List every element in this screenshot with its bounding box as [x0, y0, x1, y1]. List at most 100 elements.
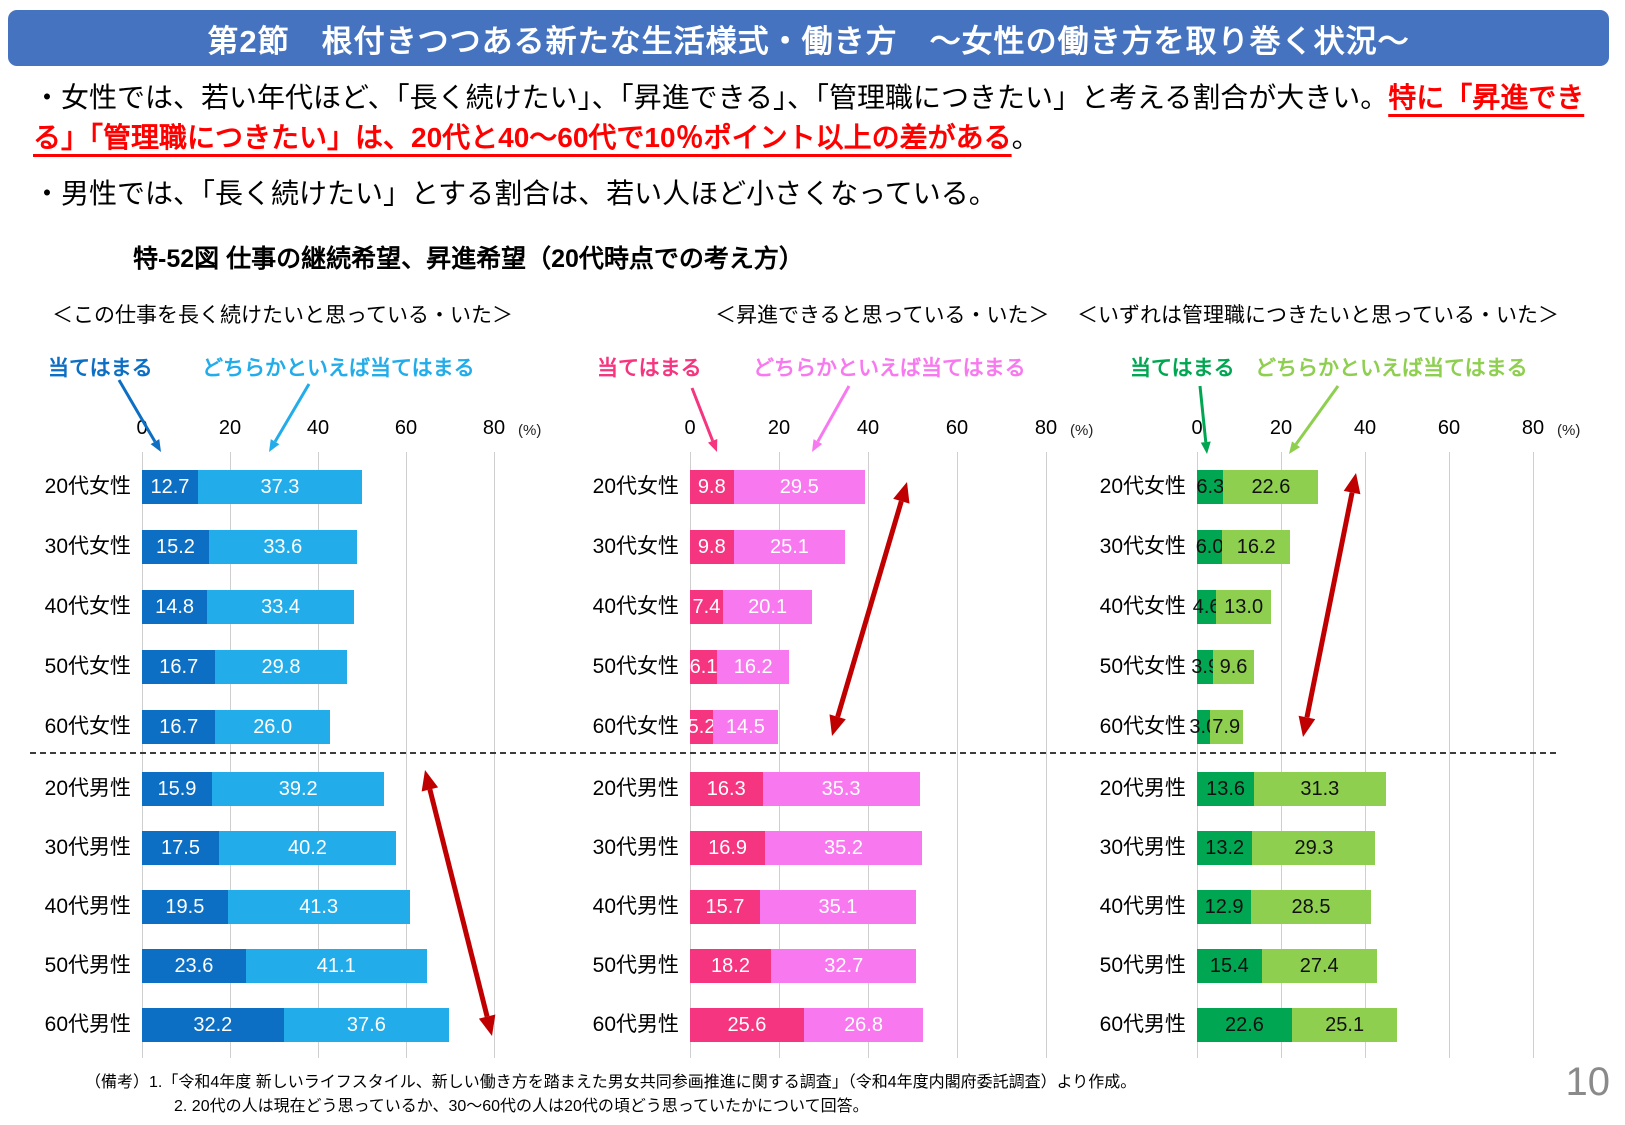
- category-label: 30代女性: [592, 535, 679, 558]
- category-label: 50代女性: [44, 655, 131, 678]
- figure-title: 特-52図 仕事の継続希望、昇進希望（20代時点での考え方）: [133, 245, 804, 273]
- category-label: 60代男性: [1099, 1013, 1186, 1036]
- trend-emphasis-arrow: [829, 482, 910, 736]
- axis-tick-label: 40: [306, 417, 330, 439]
- bar-segment-primary: 23.6: [142, 949, 246, 983]
- footnote-line-2: 2. 20代の人は現在どう思っているか、30～60代の人は20代の頃どう思ってい…: [174, 1098, 869, 1115]
- bar-segment-secondary: 26.0: [215, 710, 330, 744]
- bar-segment-primary: 22.6: [1197, 1008, 1292, 1042]
- bar-segment-primary: 16.3: [690, 772, 763, 806]
- section-title: 第2節 根付きつつある新たな生活様式・働き方 ～女性の働き方を取り巻く状況～: [207, 23, 1410, 59]
- gridline: [1449, 452, 1450, 1058]
- chart-0-legend-primary: 当てはまる: [48, 357, 153, 380]
- bar-segment-primary: 17.5: [142, 831, 219, 865]
- chart-2-subtitle: ＜いずれは管理職につきたいと思っている・いた＞: [1077, 304, 1559, 327]
- gridline: [230, 452, 231, 1058]
- bar-segment-secondary: 35.3: [762, 772, 920, 806]
- bar-segment-secondary: 9.6: [1213, 650, 1254, 684]
- chart-1-legend-secondary: どちらかといえば当てはまる: [753, 357, 1026, 380]
- bar-segment-primary: 5.2: [688, 710, 715, 744]
- bar-segment-primary: 15.2: [142, 530, 209, 564]
- category-label: 30代男性: [44, 836, 131, 859]
- gridline: [868, 452, 869, 1058]
- bar-segment-primary: 4.6: [1193, 590, 1221, 624]
- gridline: [779, 452, 780, 1058]
- bar-segment-primary: 32.2: [142, 1008, 284, 1042]
- gridline: [1281, 452, 1282, 1058]
- axis-tick-label: 80: [1034, 417, 1058, 439]
- gridline: [1197, 452, 1198, 1058]
- bullet-1-emphasis: 特に「昇進できる」「管理職につきたい」は、20代と40～60代で10％ポイント以…: [33, 82, 1585, 154]
- bar-segment-primary: 9.8: [690, 530, 734, 564]
- bar-segment-secondary: 39.2: [211, 772, 385, 806]
- bar-segment-secondary: 40.2: [219, 831, 396, 865]
- bar-segment-secondary: 37.6: [283, 1008, 450, 1042]
- bar-segment-secondary: 14.5: [713, 710, 778, 744]
- bar-segment-secondary: 7.9: [1209, 710, 1243, 744]
- axis-tick-label: 80: [482, 417, 506, 439]
- bar-segment-primary: 16.7: [142, 650, 216, 684]
- category-label: 60代女性: [1099, 715, 1186, 738]
- bar-segment-primary: 15.9: [142, 772, 212, 806]
- bar-segment-primary: 7.4: [690, 590, 723, 624]
- section-banner: 第2節 根付きつつある新たな生活様式・働き方 ～女性の働き方を取り巻く状況～: [8, 10, 1609, 66]
- bar-segment-secondary: 29.3: [1252, 831, 1376, 865]
- bullet-1: ・女性では、若い年代ほど、「長く続けたい」、「昇進できる」、「管理職につきたい」…: [33, 78, 1598, 158]
- bar-segment-primary: 12.9: [1197, 890, 1252, 924]
- bar-segment-primary: 14.8: [142, 590, 208, 624]
- bar-segment-primary: 15.7: [690, 890, 760, 924]
- bar-segment-secondary: 27.4: [1261, 949, 1377, 983]
- bar-segment-secondary: 29.5: [733, 470, 865, 504]
- chart-1-legend-primary: 当てはまる: [597, 357, 702, 380]
- category-label: 20代女性: [592, 475, 679, 498]
- axis-unit-label: (%): [518, 422, 542, 439]
- bar-segment-secondary: 16.2: [1222, 530, 1291, 564]
- category-label: 30代男性: [592, 836, 679, 859]
- axis-tick-label: 60: [1437, 417, 1461, 439]
- bar-segment-primary: 12.7: [142, 470, 198, 504]
- bar-segment-secondary: 41.1: [245, 949, 427, 983]
- summary-bullets: ・女性では、若い年代ほど、「長く続けたい」、「昇進できる」、「管理職につきたい」…: [33, 78, 1598, 214]
- axis-tick-label: 60: [945, 417, 969, 439]
- category-label: 60代女性: [592, 715, 679, 738]
- gridline: [1533, 452, 1534, 1058]
- bar-segment-primary: 15.4: [1197, 949, 1262, 983]
- bullet-1-period: 。: [1011, 122, 1040, 154]
- gridline: [1365, 452, 1366, 1058]
- bar-segment-secondary: 26.8: [803, 1008, 924, 1042]
- axis-tick-label: 20: [218, 417, 242, 439]
- bar-segment-secondary: 35.1: [759, 890, 917, 924]
- bar-segment-primary: 6.1: [690, 650, 717, 684]
- gridline: [318, 452, 319, 1058]
- bar-segment-secondary: 33.6: [208, 530, 357, 564]
- axis-tick-label: 0: [136, 417, 148, 439]
- axis-tick-label: 60: [394, 417, 418, 439]
- category-label: 30代女性: [44, 535, 131, 558]
- chart-2-legend-secondary: どちらかといえば当てはまる: [1255, 357, 1528, 380]
- category-label: 50代男性: [44, 954, 131, 977]
- bar-segment-primary: 16.9: [690, 831, 766, 865]
- axis-tick-label: 0: [684, 417, 696, 439]
- bar-segment-primary: 18.2: [690, 949, 771, 983]
- category-label: 40代男性: [44, 895, 131, 918]
- bar-segment-primary: 13.6: [1197, 772, 1255, 806]
- category-label: 40代女性: [592, 595, 679, 618]
- bar-segment-secondary: 22.6: [1223, 470, 1319, 504]
- bar-segment-secondary: 33.4: [207, 590, 355, 624]
- category-label: 50代男性: [592, 954, 679, 977]
- axis-unit-label: (%): [1557, 422, 1581, 439]
- category-label: 60代女性: [44, 715, 131, 738]
- bar-segment-secondary: 37.3: [197, 470, 362, 504]
- bar-segment-secondary: 16.2: [717, 650, 790, 684]
- category-label: 40代男性: [1099, 895, 1186, 918]
- bar-segment-secondary: 35.2: [765, 831, 922, 865]
- bar-segment-primary: 3.0: [1189, 710, 1217, 744]
- category-label: 40代男性: [592, 895, 679, 918]
- category-label: 50代女性: [1099, 655, 1186, 678]
- category-label: 20代女性: [44, 475, 131, 498]
- bar-segment-secondary: 20.1: [722, 590, 813, 624]
- bar-segment-secondary: 29.8: [215, 650, 347, 684]
- bullet-2: ・男性では、「長く続けたい」とする割合は、若い人ほど小さくなっている。: [33, 178, 997, 210]
- chart-0-legend-secondary: どちらかといえば当てはまる: [202, 357, 475, 380]
